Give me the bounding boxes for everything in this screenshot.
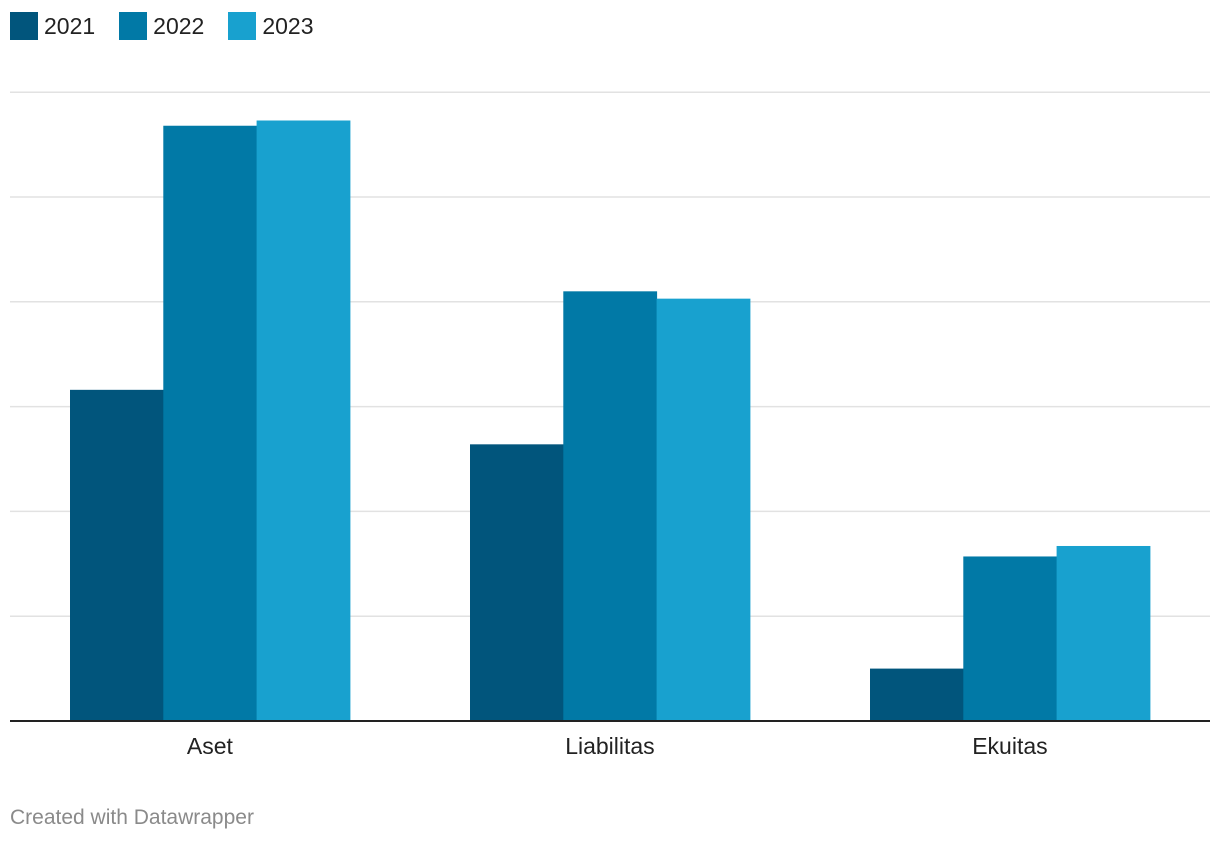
legend-swatch-2021	[10, 12, 38, 40]
bar-ekuitas-2023	[1056, 545, 1151, 721]
bar-ekuitas-2021	[870, 668, 964, 721]
bar-liabilitas-2023	[656, 298, 751, 721]
bar-aset-2022	[163, 125, 258, 721]
x-tick-label: Ekuitas	[972, 733, 1047, 759]
x-tick-label: Aset	[187, 733, 234, 759]
footer-credit: Created with Datawrapper	[10, 806, 254, 829]
legend-label-2023: 2023	[262, 12, 314, 39]
legend: 2021 2022 2023	[10, 12, 338, 40]
legend-swatch-2022	[119, 12, 148, 40]
x-tick-label: Liabilitas	[565, 733, 655, 759]
bar-liabilitas-2022	[563, 291, 658, 721]
legend-item-2022: 2022	[119, 12, 204, 40]
bar-aset-2023	[256, 120, 351, 722]
bar-liabilitas-2021	[470, 444, 564, 721]
legend-label-2021: 2021	[44, 12, 96, 39]
legend-swatch-2023	[228, 12, 257, 40]
legend-item-2023: 2023	[228, 12, 314, 40]
legend-item-2021: 2021	[10, 12, 95, 40]
legend-label-2022: 2022	[153, 12, 205, 39]
bar-aset-2021	[70, 389, 164, 721]
bar-ekuitas-2022	[963, 556, 1058, 721]
